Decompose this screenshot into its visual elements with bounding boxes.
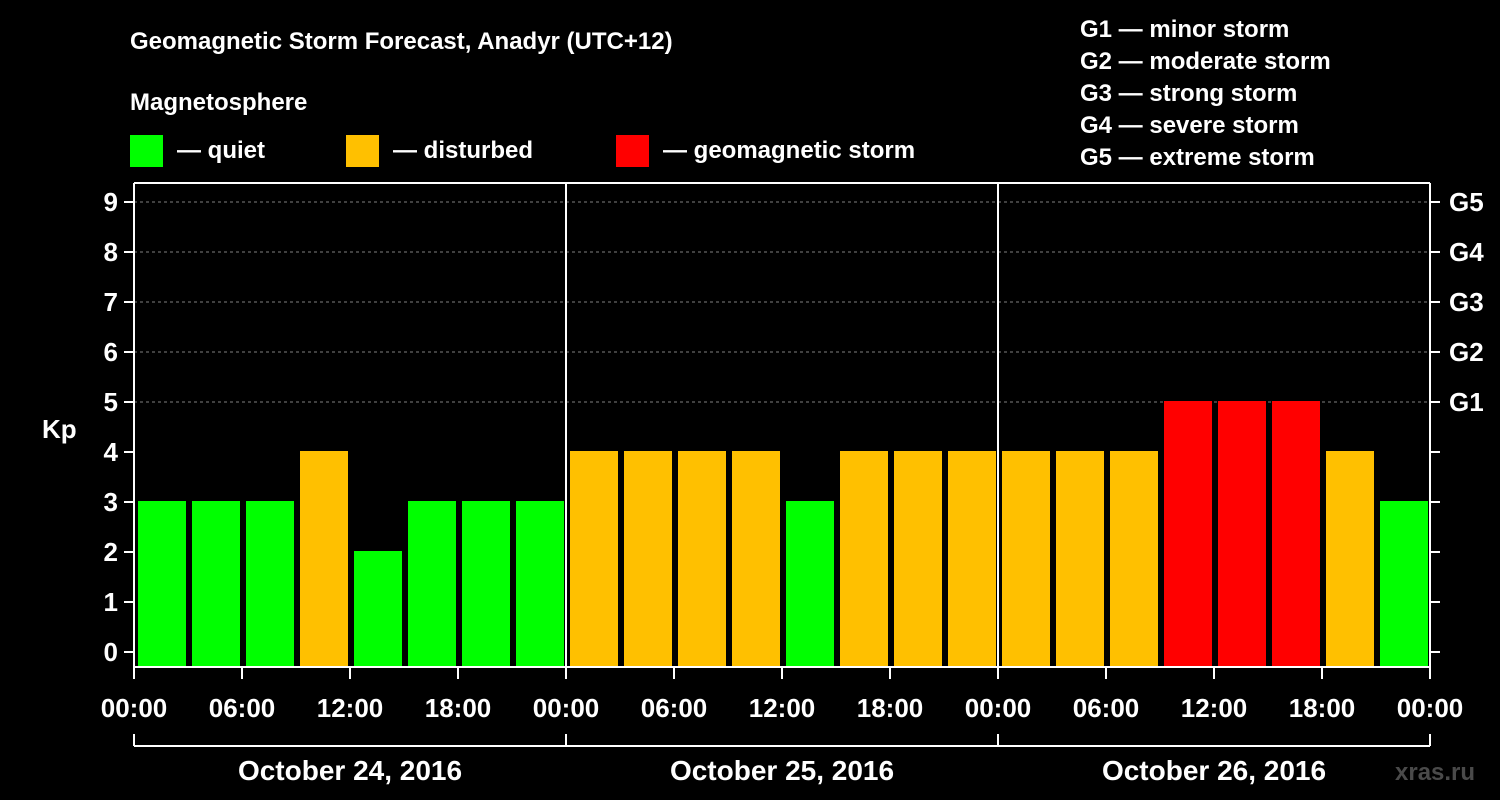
x-tick-label-11: 18:00	[1289, 693, 1356, 723]
x-tick-label-5: 06:00	[641, 693, 708, 723]
storm-scale-g5: G5 — extreme storm	[1080, 144, 1315, 171]
bar-7	[516, 501, 564, 667]
storm-level-label-g1: G1	[1449, 387, 1484, 417]
legend-label-quiet: — quiet	[177, 137, 265, 164]
bar-12	[786, 501, 834, 667]
bar-21	[1272, 401, 1320, 667]
chart-title: Geomagnetic Storm Forecast, Anadyr (UTC+…	[130, 28, 673, 55]
legend-swatch-disturbed	[346, 135, 379, 167]
bars	[138, 401, 1428, 667]
x-tick-label-8: 00:00	[965, 693, 1032, 723]
x-tick-label-7: 18:00	[857, 693, 924, 723]
bar-5	[408, 501, 456, 667]
bar-16	[1002, 451, 1050, 667]
x-tick-label-2: 12:00	[317, 693, 384, 723]
storm-level-label-g3: G3	[1449, 287, 1484, 317]
x-tick-label-6: 12:00	[749, 693, 816, 723]
bar-4	[354, 551, 402, 667]
bar-2	[246, 501, 294, 667]
y-tick-label-9: 9	[104, 187, 118, 217]
storm-level-label-g4: G4	[1449, 237, 1484, 267]
x-tick-label-10: 12:00	[1181, 693, 1248, 723]
y-tick-label-8: 8	[104, 237, 118, 267]
day-label-2: October 26, 2016	[1102, 755, 1326, 786]
y-tick-label-6: 6	[104, 337, 118, 367]
x-tick-label-0: 00:00	[101, 693, 168, 723]
x-tick-label-12: 00:00	[1397, 693, 1464, 723]
legend-label-storm: — geomagnetic storm	[663, 137, 915, 164]
y-tick-label-7: 7	[104, 287, 118, 317]
day-label-0: October 24, 2016	[238, 755, 462, 786]
y-tick-label-1: 1	[104, 587, 118, 617]
watermark: xras.ru	[1395, 759, 1475, 786]
x-tick-label-4: 00:00	[533, 693, 600, 723]
bar-0	[138, 501, 186, 667]
y-tick-label-2: 2	[104, 537, 118, 567]
bar-13	[840, 451, 888, 667]
bar-15	[948, 451, 996, 667]
bar-9	[624, 451, 672, 667]
legend-label-disturbed: — disturbed	[393, 137, 533, 164]
bar-23	[1380, 501, 1428, 667]
day-label-1: October 25, 2016	[670, 755, 894, 786]
x-tick-label-9: 06:00	[1073, 693, 1140, 723]
legend-title: Magnetosphere	[130, 89, 307, 116]
x-tick-label-3: 18:00	[425, 693, 492, 723]
storm-scale-g3: G3 — strong storm	[1080, 80, 1297, 107]
bar-19	[1164, 401, 1212, 667]
bar-3	[300, 451, 348, 667]
bar-1	[192, 501, 240, 667]
bar-6	[462, 501, 510, 667]
storm-scale-g1: G1 — minor storm	[1080, 16, 1289, 43]
bar-22	[1326, 451, 1374, 667]
bar-20	[1218, 401, 1266, 667]
y-axis-label: Kp	[42, 414, 77, 444]
axes	[124, 182, 1440, 747]
bar-8	[570, 451, 618, 667]
bar-17	[1056, 451, 1104, 667]
storm-level-label-g2: G2	[1449, 337, 1484, 367]
bar-11	[732, 451, 780, 667]
bar-10	[678, 451, 726, 667]
storm-level-label-g5: G5	[1449, 187, 1484, 217]
y-tick-label-3: 3	[104, 487, 118, 517]
bar-14	[894, 451, 942, 667]
legend-swatch-storm	[616, 135, 649, 167]
bar-18	[1110, 451, 1158, 667]
y-tick-label-0: 0	[104, 637, 118, 667]
x-tick-label-1: 06:00	[209, 693, 276, 723]
storm-scale-g4: G4 — severe storm	[1080, 112, 1299, 139]
y-tick-label-5: 5	[104, 387, 118, 417]
gridlines	[134, 201, 1430, 403]
legend-swatch-quiet	[130, 135, 163, 167]
y-tick-label-4: 4	[104, 437, 119, 467]
storm-scale-g2: G2 — moderate storm	[1080, 48, 1331, 75]
tick-labels: 0 1 2 3 4 5 6 7 8 9 G1 G2 G3 G4 G5 00:00 06:00 12:00 18:00…	[101, 187, 1484, 786]
